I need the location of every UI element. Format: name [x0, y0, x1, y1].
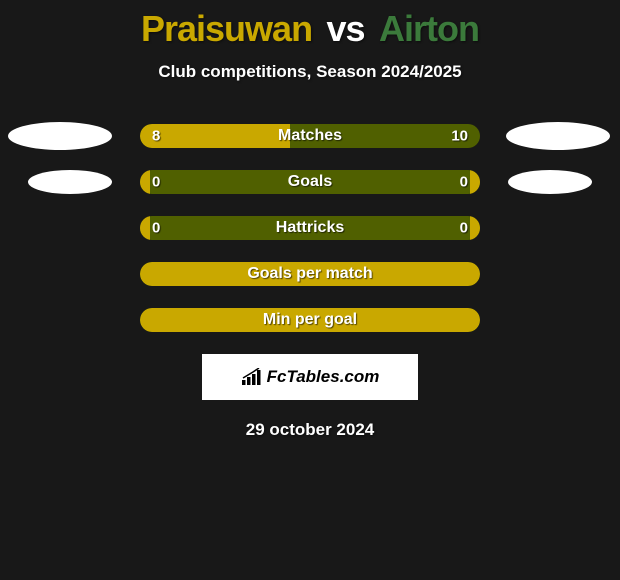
player1-name: Praisuwan: [141, 8, 312, 49]
chart-icon: [241, 368, 263, 386]
bar-fill-left: [140, 216, 150, 240]
stat-label: Matches: [278, 127, 342, 145]
bar-fill-left: [140, 170, 150, 194]
stat-value-right: 0: [460, 220, 468, 237]
player2-marker: [508, 170, 592, 194]
stat-bar: 0 0 Hattricks: [140, 216, 480, 240]
stat-label: Goals: [288, 173, 332, 191]
player2-name: Airton: [379, 8, 479, 49]
brand-inner: FcTables.com: [241, 367, 380, 387]
bar-fill-right: [470, 216, 480, 240]
bar-fill-left: [140, 124, 290, 148]
stat-label: Hattricks: [276, 219, 344, 237]
bar-fill-right: [470, 170, 480, 194]
stat-row: 0 0 Hattricks: [0, 216, 620, 240]
brand-text: FcTables.com: [267, 367, 380, 387]
stat-row: 8 10 Matches: [0, 124, 620, 148]
stat-bar: 8 10 Matches: [140, 124, 480, 148]
stat-bar: Min per goal: [140, 308, 480, 332]
stat-value-left: 0: [152, 174, 160, 191]
stat-bar: Goals per match: [140, 262, 480, 286]
player2-marker: [506, 122, 610, 150]
stat-bar: 0 0 Goals: [140, 170, 480, 194]
player1-marker: [28, 170, 112, 194]
page-title: Praisuwan vs Airton: [0, 0, 620, 50]
stat-value-left: 0: [152, 220, 160, 237]
stat-row: Min per goal: [0, 308, 620, 332]
player1-marker: [8, 122, 112, 150]
stat-value-left: 8: [152, 128, 160, 145]
stats-area: 8 10 Matches 0 0 Goals 0 0 Hattricks Goals per ma…: [0, 124, 620, 332]
stat-label: Min per goal: [263, 311, 357, 329]
vs-text: vs: [327, 8, 365, 49]
stat-value-right: 10: [451, 128, 468, 145]
stat-value-right: 0: [460, 174, 468, 191]
stat-row: Goals per match: [0, 262, 620, 286]
stat-row: 0 0 Goals: [0, 170, 620, 194]
brand-box[interactable]: FcTables.com: [202, 354, 418, 400]
subtitle: Club competitions, Season 2024/2025: [0, 62, 620, 82]
date-text: 29 october 2024: [0, 420, 620, 440]
stat-label: Goals per match: [247, 265, 372, 283]
